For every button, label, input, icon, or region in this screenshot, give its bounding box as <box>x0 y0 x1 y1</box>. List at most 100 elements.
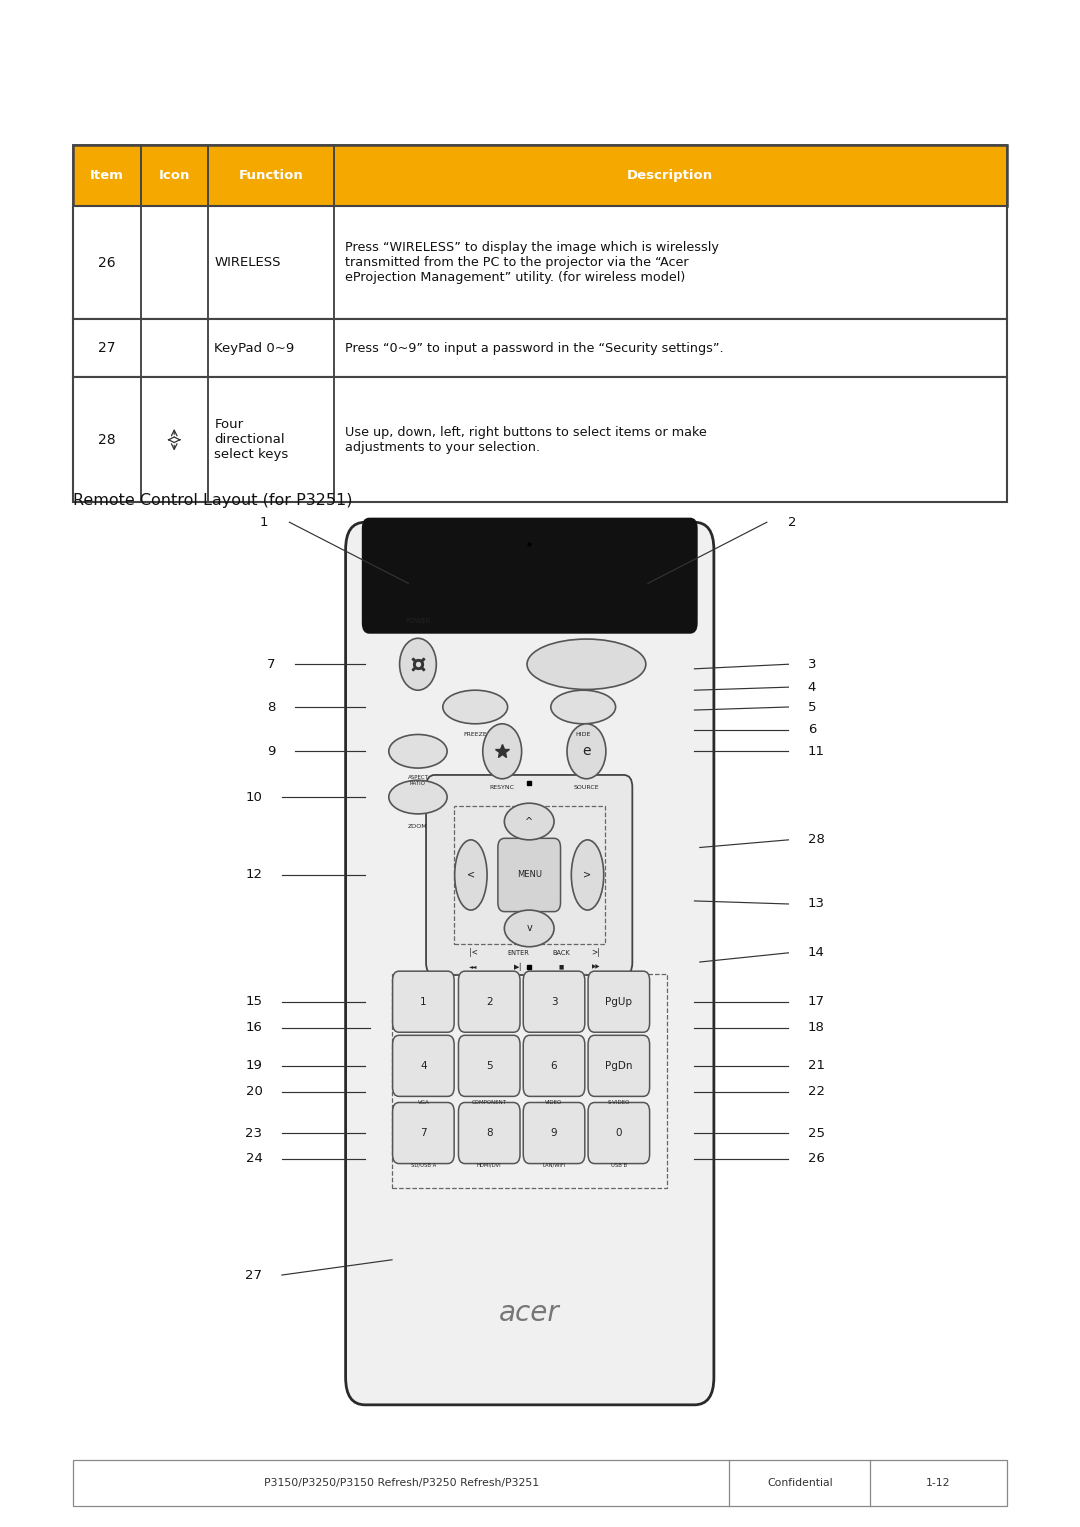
Bar <box>392 974 667 1188</box>
Text: 8: 8 <box>267 701 275 713</box>
Text: POWER: POWER <box>405 618 431 625</box>
Ellipse shape <box>389 780 447 814</box>
Bar <box>207 206 334 319</box>
Text: 7: 7 <box>420 1128 427 1138</box>
FancyBboxPatch shape <box>426 774 632 976</box>
Ellipse shape <box>504 803 554 840</box>
Text: ENTER: ENTER <box>508 950 529 956</box>
Bar <box>207 319 334 377</box>
Text: LAN/WiFi: LAN/WiFi <box>542 1162 566 1168</box>
Text: P3150/P3250/P3150 Refresh/P3250 Refresh/P3251: P3150/P3250/P3150 Refresh/P3250 Refresh/… <box>264 1478 539 1487</box>
Text: 15: 15 <box>245 996 262 1008</box>
Text: 1-12: 1-12 <box>927 1478 950 1487</box>
Text: 7: 7 <box>267 658 275 670</box>
Text: Description: Description <box>627 169 713 182</box>
Text: PgUp: PgUp <box>605 997 632 1006</box>
Text: 6: 6 <box>808 724 816 736</box>
FancyBboxPatch shape <box>523 1035 585 1096</box>
Bar <box>73 377 140 502</box>
Ellipse shape <box>504 910 554 947</box>
Text: 5: 5 <box>486 1061 492 1070</box>
Text: 6: 6 <box>551 1061 557 1070</box>
Text: 18: 18 <box>808 1022 825 1034</box>
Text: 0: 0 <box>616 1128 622 1138</box>
Bar <box>140 145 207 206</box>
Bar <box>334 145 1007 206</box>
Text: Press “WIRELESS” to display the image which is wirelessly
transmitted from the P: Press “WIRELESS” to display the image wh… <box>345 241 718 284</box>
Text: 10: 10 <box>245 791 262 803</box>
Bar <box>334 319 1007 377</box>
Text: 11: 11 <box>808 745 825 757</box>
Text: VIDEO: VIDEO <box>545 1099 563 1106</box>
Bar <box>73 319 1007 377</box>
Text: >|: >| <box>592 948 600 957</box>
Text: <: < <box>467 870 475 880</box>
Text: SOURCE: SOURCE <box>573 785 599 791</box>
Text: 9: 9 <box>551 1128 557 1138</box>
Text: 26: 26 <box>98 255 116 270</box>
Ellipse shape <box>389 734 447 768</box>
Text: 2: 2 <box>788 516 797 528</box>
Text: 20: 20 <box>245 1086 262 1098</box>
Text: PgDn: PgDn <box>605 1061 633 1070</box>
Bar <box>73 377 1007 502</box>
Text: 26: 26 <box>808 1153 825 1165</box>
FancyBboxPatch shape <box>458 1035 521 1096</box>
Text: 22: 22 <box>808 1086 825 1098</box>
Bar <box>334 206 1007 319</box>
Text: 1: 1 <box>259 516 268 528</box>
Text: Confidential: Confidential <box>767 1478 833 1487</box>
Text: 1: 1 <box>420 997 427 1006</box>
Bar <box>140 377 207 502</box>
FancyBboxPatch shape <box>588 1102 649 1164</box>
Bar <box>207 377 334 502</box>
Text: 3: 3 <box>551 997 557 1006</box>
Circle shape <box>400 638 436 690</box>
Text: 13: 13 <box>808 898 825 910</box>
FancyBboxPatch shape <box>362 518 698 634</box>
Text: Four
directional
select keys: Four directional select keys <box>214 418 288 461</box>
FancyBboxPatch shape <box>588 971 649 1032</box>
Text: WIRELESS: WIRELESS <box>214 257 281 269</box>
Text: 16: 16 <box>245 1022 262 1034</box>
Text: 2: 2 <box>486 997 492 1006</box>
Text: Press “0~9” to input a password in the “Security settings”.: Press “0~9” to input a password in the “… <box>345 342 724 354</box>
FancyBboxPatch shape <box>523 971 585 1032</box>
Text: 21: 21 <box>808 1060 825 1072</box>
Text: 4: 4 <box>420 1061 427 1070</box>
Text: ▶▶: ▶▶ <box>592 964 600 970</box>
Bar <box>73 206 140 319</box>
Ellipse shape <box>551 690 616 724</box>
Text: 8: 8 <box>486 1128 492 1138</box>
Text: S-VIDEO: S-VIDEO <box>608 1099 630 1106</box>
Bar <box>73 145 140 206</box>
FancyBboxPatch shape <box>458 1102 521 1164</box>
Text: 19: 19 <box>245 1060 262 1072</box>
Text: 17: 17 <box>808 996 825 1008</box>
Text: ◄◄: ◄◄ <box>469 964 477 970</box>
Text: 28: 28 <box>808 834 825 846</box>
Text: 23: 23 <box>245 1127 262 1139</box>
Bar <box>207 145 334 206</box>
Ellipse shape <box>455 840 487 910</box>
Bar <box>73 1460 1007 1506</box>
Text: 24: 24 <box>245 1153 262 1165</box>
Text: VGA: VGA <box>418 1099 429 1106</box>
FancyBboxPatch shape <box>498 838 561 912</box>
Circle shape <box>483 724 522 779</box>
Text: BACK: BACK <box>553 950 570 956</box>
Bar <box>73 206 1007 319</box>
Text: 28: 28 <box>98 432 116 447</box>
Bar <box>140 319 207 377</box>
Text: 5: 5 <box>808 701 816 713</box>
Bar <box>334 377 1007 502</box>
FancyBboxPatch shape <box>346 522 714 1405</box>
Text: Remote Control Layout (for P3251): Remote Control Layout (for P3251) <box>73 493 353 508</box>
Text: USB B: USB B <box>611 1162 626 1168</box>
FancyBboxPatch shape <box>393 971 454 1032</box>
Text: |<: |< <box>469 948 477 957</box>
FancyBboxPatch shape <box>393 1035 454 1096</box>
Bar <box>73 145 1007 206</box>
Text: 4: 4 <box>808 681 816 693</box>
Text: Icon: Icon <box>159 169 190 182</box>
